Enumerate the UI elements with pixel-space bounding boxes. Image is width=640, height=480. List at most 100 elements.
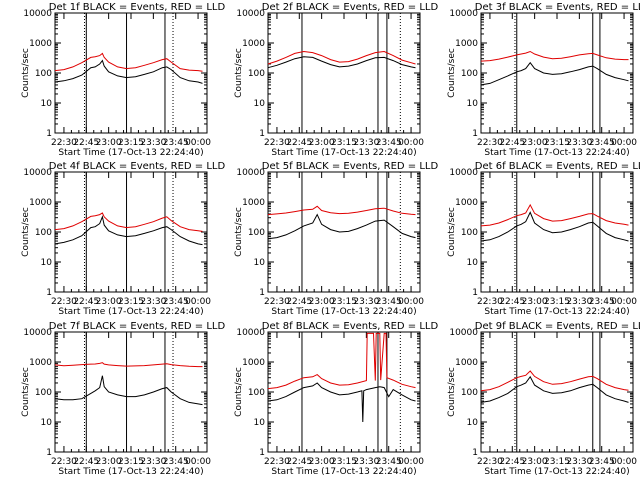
x-tick-label: 23:45 (163, 297, 189, 307)
x-tick-label: 23:15 (331, 138, 357, 148)
panel-title: Det 9f BLACK = Events, RED = LLD (475, 321, 640, 332)
x-tick-label: 23:15 (544, 297, 570, 307)
x-axis-label: Start Time (17-Oct-13 22:24:40) (58, 467, 203, 477)
y-tick-label: 1 (46, 288, 52, 298)
x-tick-label: 23:00 (96, 138, 122, 148)
events-series-line (267, 213, 416, 240)
y-axis-label: Counts/sec (21, 48, 31, 98)
x-tick-label: 22:45 (499, 297, 525, 307)
panel-title: Det 7f BLACK = Events, RED = LLD (49, 321, 226, 332)
x-tick-label: 23:30 (353, 297, 379, 307)
y-tick-label: 100 (248, 388, 265, 398)
y-axis-label: Counts/sec (21, 367, 31, 417)
events-series-line (54, 375, 203, 406)
lld-series-line (480, 370, 629, 392)
x-tick-label: 22:30 (477, 138, 503, 148)
y-tick-label: 1 (472, 288, 478, 298)
lld-series-line (267, 50, 416, 65)
x-tick-label: 22:45 (499, 457, 525, 467)
plot-frame (267, 12, 421, 134)
x-tick-label: 22:45 (286, 457, 312, 467)
y-tick-label: 10 (254, 99, 266, 109)
lld-series-line (54, 212, 203, 232)
y-tick-label: 10000 (236, 168, 265, 178)
x-tick-label: 00:00 (185, 297, 211, 307)
x-tick-label: 23:45 (376, 457, 402, 467)
x-tick-label: 00:00 (398, 138, 424, 148)
x-axis-label: Start Time (17-Oct-13 22:24:40) (484, 148, 629, 158)
y-tick-label: 10 (254, 418, 266, 428)
x-tick-label: 23:45 (589, 138, 615, 148)
y-tick-label: 1000 (455, 358, 478, 368)
y-tick-label: 1000 (29, 198, 52, 208)
y-tick-label: 100 (35, 69, 52, 79)
detector-panel-4: Det 4f BLACK = Events, RED = LLD 1 10 100 10… (21, 161, 225, 317)
x-tick-label: 23:30 (566, 457, 592, 467)
y-tick-label: 10000 (236, 9, 265, 19)
detector-panel-5: Det 5f BLACK = Events, RED = LLD 1 10 100 10… (234, 161, 438, 317)
y-tick-label: 1000 (455, 39, 478, 49)
x-tick-label: 00:00 (611, 457, 637, 467)
x-tick-label: 00:00 (398, 457, 424, 467)
y-tick-label: 1000 (29, 358, 52, 368)
detector-panel-3: Det 3f BLACK = Events, RED = LLD 1 10 100 10… (447, 2, 640, 158)
events-series-line (480, 211, 629, 242)
lld-series-line (267, 205, 416, 216)
y-tick-label: 10000 (23, 168, 52, 178)
lld-series-line (54, 52, 203, 72)
y-tick-label: 100 (248, 69, 265, 79)
y-tick-label: 10 (467, 258, 479, 268)
x-tick-label: 23:15 (331, 297, 357, 307)
y-tick-label: 10 (467, 418, 479, 428)
events-series-line (267, 382, 416, 423)
y-tick-label: 10000 (23, 328, 52, 338)
y-tick-label: 1 (259, 448, 265, 458)
x-tick-label: 23:45 (589, 297, 615, 307)
x-tick-label: 23:30 (353, 138, 379, 148)
plot-frame (480, 12, 634, 134)
y-tick-label: 10000 (449, 168, 478, 178)
x-tick-label: 23:30 (566, 138, 592, 148)
x-tick-label: 23:00 (522, 297, 548, 307)
y-tick-label: 10 (41, 99, 53, 109)
y-axis-label: Counts/sec (447, 207, 457, 257)
x-tick-label: 23:45 (376, 138, 402, 148)
x-tick-label: 22:30 (264, 457, 290, 467)
x-tick-label: 22:45 (73, 138, 99, 148)
x-tick-label: 23:15 (544, 457, 570, 467)
x-tick-label: 23:15 (118, 138, 144, 148)
x-tick-label: 00:00 (185, 457, 211, 467)
y-tick-label: 1000 (242, 198, 265, 208)
x-tick-label: 22:30 (51, 138, 77, 148)
x-axis-label: Start Time (17-Oct-13 22:24:40) (484, 467, 629, 477)
x-tick-label: 00:00 (398, 297, 424, 307)
x-tick-label: 23:45 (163, 138, 189, 148)
events-series-line (480, 61, 629, 86)
panel-title: Det 5f BLACK = Events, RED = LLD (262, 161, 439, 172)
panel-title: Det 2f BLACK = Events, RED = LLD (262, 2, 439, 13)
y-tick-label: 10 (467, 99, 479, 109)
x-axis-label: Start Time (17-Oct-13 22:24:40) (58, 148, 203, 158)
x-tick-label: 23:45 (376, 297, 402, 307)
events-series-line (267, 56, 416, 69)
panel-title: Det 1f BLACK = Events, RED = LLD (49, 2, 226, 13)
y-tick-label: 10 (41, 418, 53, 428)
y-tick-label: 1000 (242, 358, 265, 368)
x-axis-label: Start Time (17-Oct-13 22:24:40) (484, 307, 629, 317)
panel-title: Det 6f BLACK = Events, RED = LLD (475, 161, 640, 172)
y-tick-label: 1 (472, 129, 478, 139)
detector-panel-2: Det 2f BLACK = Events, RED = LLD 1 10 100 10… (234, 2, 438, 158)
y-axis-label: Counts/sec (234, 48, 244, 98)
x-tick-label: 23:00 (522, 138, 548, 148)
x-tick-label: 23:00 (309, 138, 335, 148)
detector-panel-9: Det 9f BLACK = Events, RED = LLD 1 10 100 10… (447, 321, 640, 477)
x-tick-label: 22:45 (286, 138, 312, 148)
lld-series-line (54, 362, 203, 368)
x-tick-label: 23:15 (118, 297, 144, 307)
y-tick-label: 10000 (449, 9, 478, 19)
x-axis-label: Start Time (17-Oct-13 22:24:40) (271, 467, 416, 477)
x-tick-label: 23:30 (140, 138, 166, 148)
x-tick-label: 22:45 (73, 457, 99, 467)
events-series-line (54, 59, 203, 84)
